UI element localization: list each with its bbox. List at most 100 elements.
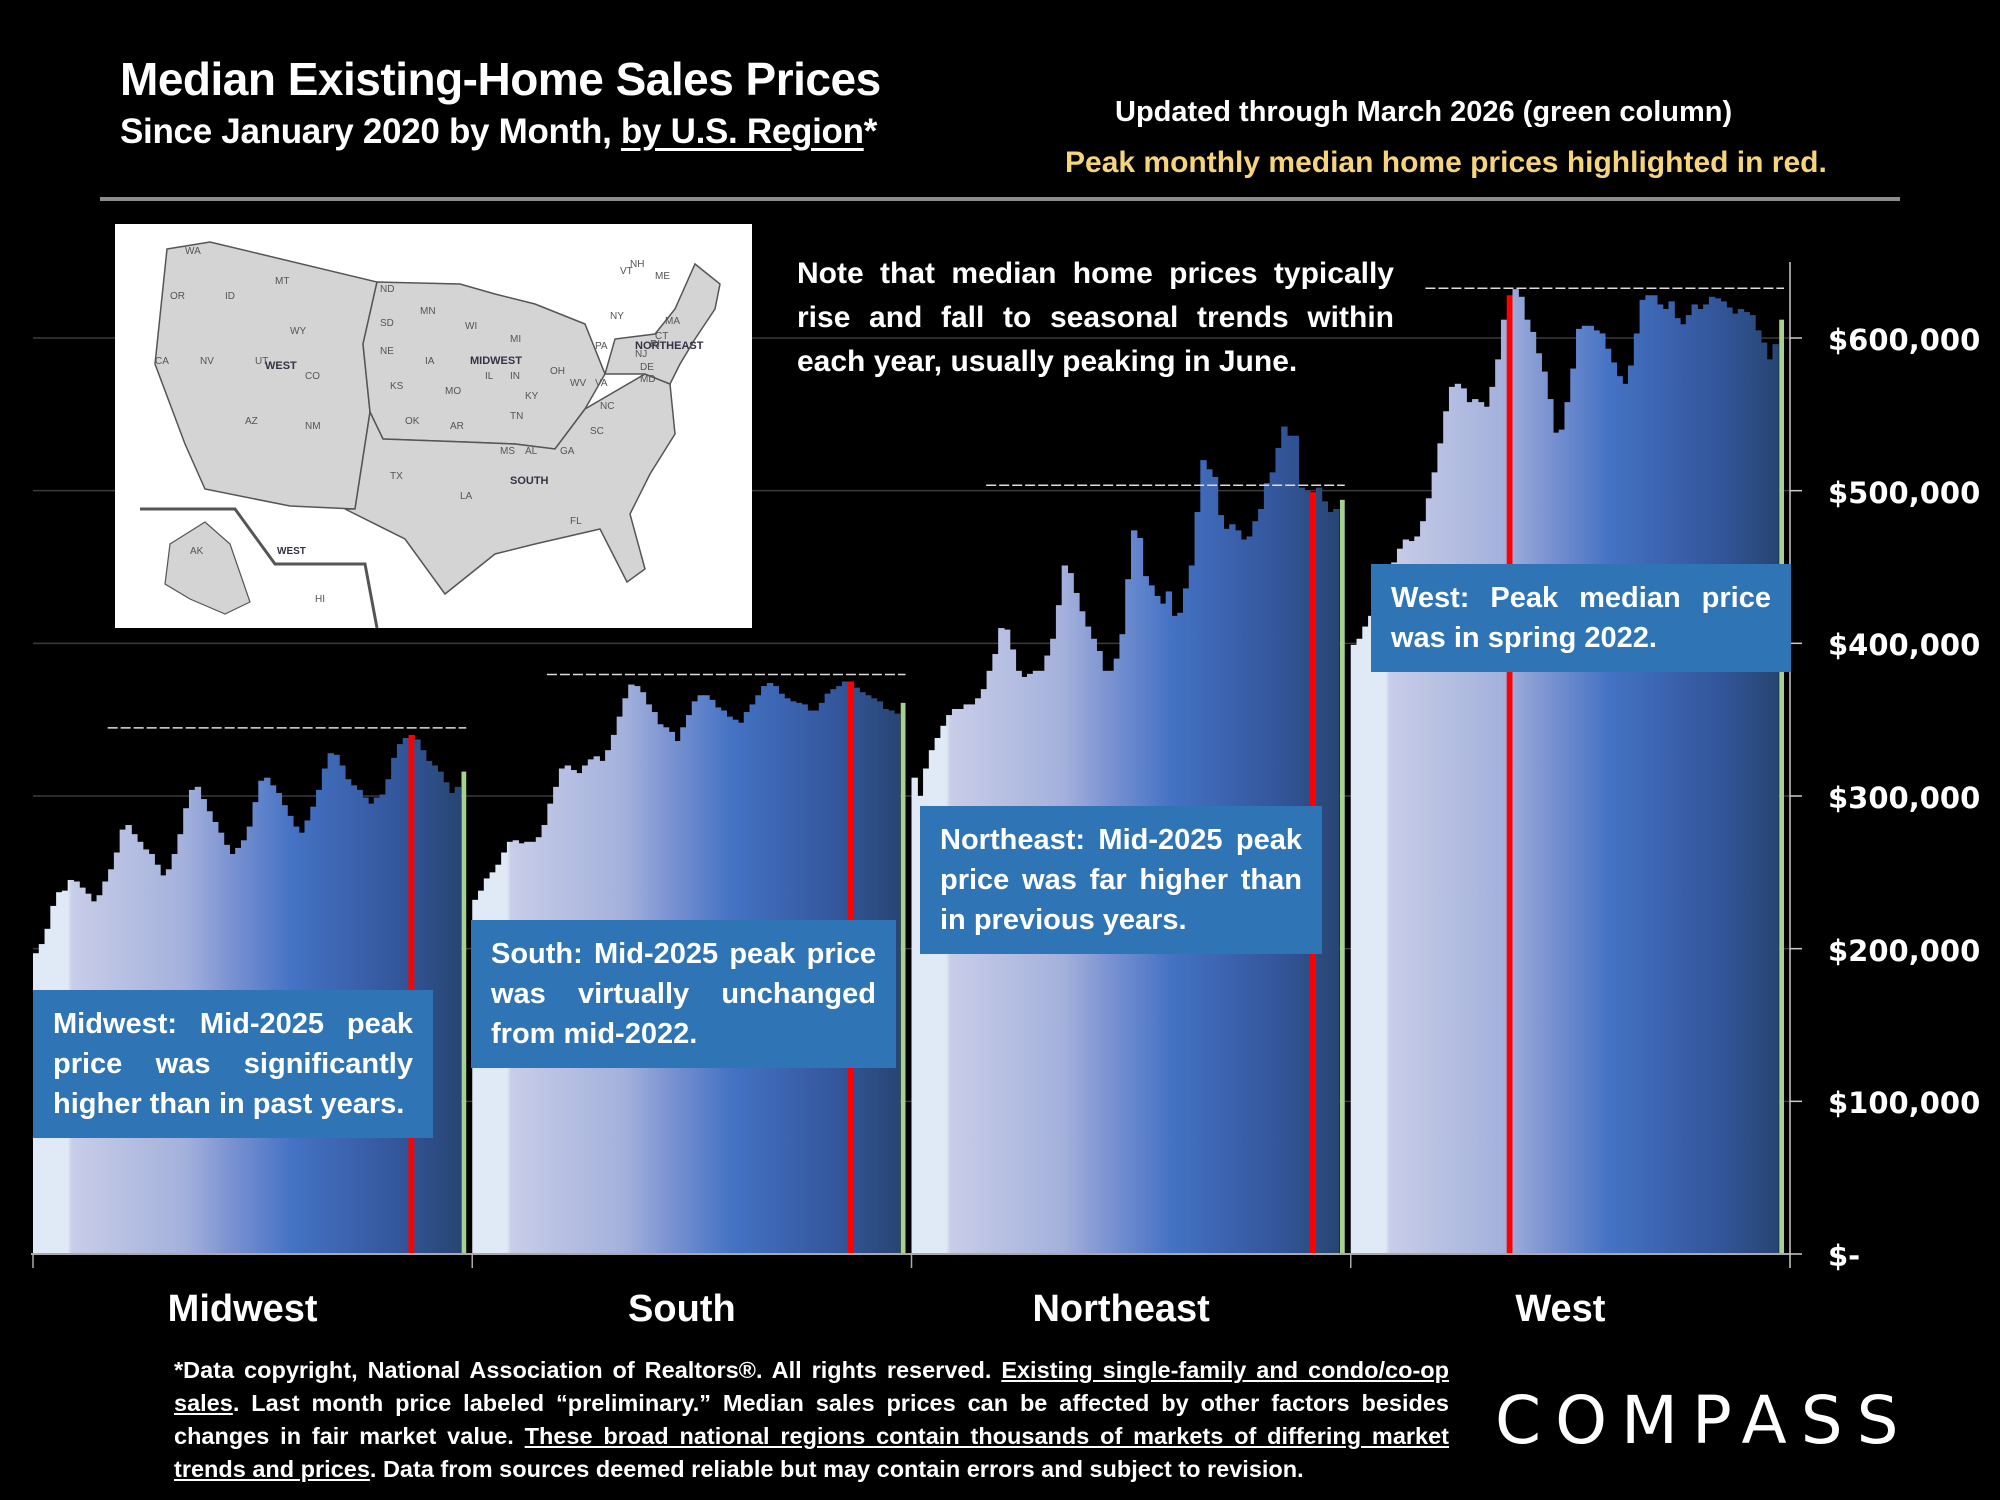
bar (1460, 388, 1467, 1254)
us-region-map: WEST MIDWEST SOUTH NORTHEAST WEST WA OR CA… (115, 224, 752, 629)
bar (1570, 368, 1577, 1254)
map-state-label: PA (595, 341, 608, 352)
bar (1477, 402, 1485, 1254)
bar (1408, 541, 1415, 1254)
bar (1697, 308, 1704, 1254)
map-alaska-hawaii-inset (140, 507, 379, 629)
bar (1616, 376, 1623, 1255)
callout-northeast: Northeast: Mid-2025 peak price was far h… (920, 806, 1322, 954)
bar (1651, 295, 1658, 1255)
bar (1628, 365, 1635, 1255)
bar (1564, 402, 1571, 1254)
map-state-label: ME (655, 271, 670, 282)
map-state-label: OH (550, 366, 565, 377)
y-tick-label: $400,000 (1828, 628, 1981, 663)
map-state-label: ND (380, 284, 394, 295)
y-tick-label: $300,000 (1828, 781, 1981, 815)
map-state-label: WA (185, 246, 201, 257)
chart-title: Median Existing-Home Sales Prices (120, 53, 881, 105)
bar (1685, 315, 1693, 1255)
bar (1772, 344, 1779, 1254)
subtitle-text: Since January 2020 by Month, (120, 112, 621, 151)
bar (1333, 508, 1340, 1254)
bar (1604, 348, 1612, 1255)
map-state-label: MN (420, 306, 436, 317)
map-state-label: TX (390, 471, 403, 482)
bar (917, 796, 924, 1254)
bar (1576, 328, 1583, 1255)
footnote-link-regions[interactable]: These broad national regions contain tho… (174, 1423, 1450, 1482)
bar (431, 765, 438, 1254)
bar (1113, 658, 1121, 1254)
latest-bar (900, 702, 906, 1254)
map-state-label: IA (425, 356, 435, 367)
bar (1448, 386, 1456, 1254)
bar (478, 890, 485, 1254)
bar (1674, 318, 1681, 1254)
bar (1726, 307, 1733, 1254)
callout-west: West: Peak median price was in spring 20… (1371, 564, 1791, 672)
compass-logo: COMPASS (1495, 1382, 1913, 1459)
bar (1581, 325, 1589, 1255)
map-state-label: WV (570, 378, 586, 389)
bar (1743, 312, 1750, 1255)
bar (893, 713, 901, 1254)
bar (980, 689, 988, 1254)
map-label-west-inset: WEST (277, 546, 306, 557)
bar (1321, 501, 1329, 1254)
map-south-shape (344, 373, 676, 596)
map-state-label: DE (640, 362, 654, 373)
bar (1489, 386, 1496, 1254)
x-category-label: Midwest (167, 1288, 318, 1330)
bar (951, 708, 959, 1254)
x-category-label: West (1515, 1288, 1606, 1330)
map-state-label: NC (600, 401, 614, 412)
bar (1102, 670, 1109, 1254)
region-bars-west (1350, 287, 1784, 1255)
footnote-link-sales[interactable]: Existing single-family and condo/co-op s… (174, 1357, 1449, 1416)
bar (1443, 411, 1450, 1254)
map-state-label: TN (510, 411, 523, 422)
bar (1032, 670, 1040, 1254)
map-state-label: CT (655, 331, 668, 342)
bar (957, 708, 965, 1254)
map-state-label: MI (510, 334, 521, 345)
us-map-graphic: WEST MIDWEST SOUTH NORTHEAST WEST WA OR CA… (140, 241, 721, 629)
map-state-label: UT (255, 356, 268, 367)
bar (1437, 443, 1444, 1255)
bar (472, 899, 479, 1254)
map-state-label: CO (305, 371, 320, 382)
footnote-text-1: *Data copyright, National Association of… (174, 1357, 1002, 1383)
map-state-label: HI (315, 594, 325, 605)
bar (1593, 330, 1600, 1254)
bar (1639, 299, 1646, 1254)
bar (963, 704, 970, 1254)
y-tick-label: $500,000 (1828, 475, 1981, 510)
region-link[interactable]: by U.S. Region (620, 112, 864, 151)
bar (1760, 342, 1768, 1255)
map-state-label: NM (305, 421, 321, 432)
bar (1483, 406, 1490, 1254)
bar (1622, 383, 1629, 1254)
bar (1737, 308, 1745, 1254)
bar (1385, 580, 1392, 1254)
map-state-label: LA (460, 491, 473, 502)
map-state-label: WY (290, 326, 306, 337)
latest-bar (461, 771, 467, 1254)
callout-south: South: Mid-2025 peak price was virtually… (471, 920, 896, 1068)
bar (1714, 298, 1722, 1255)
bar (1529, 331, 1537, 1255)
map-state-label: NJ (635, 349, 647, 360)
bar (1668, 301, 1675, 1254)
bar (1431, 472, 1438, 1254)
bar (969, 704, 976, 1254)
map-alaska-shape (164, 521, 251, 615)
map-state-label: IN (510, 371, 520, 382)
map-state-label: SC (590, 426, 604, 437)
callout-midwest: Midwest: Mid-2025 peak price was signifi… (33, 990, 433, 1138)
bar (1587, 325, 1594, 1255)
subtitle-asterisk: * (863, 112, 878, 151)
bar (1356, 638, 1363, 1254)
bar (940, 725, 947, 1254)
peak-bar (1506, 295, 1514, 1255)
